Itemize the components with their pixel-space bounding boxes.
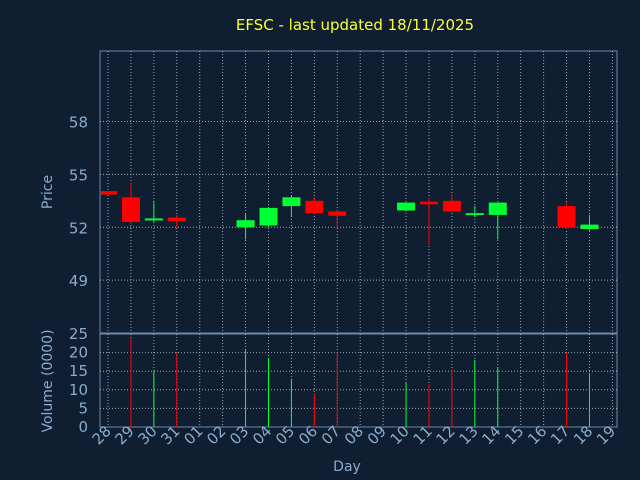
candle [144, 200, 163, 222]
price-tick-label: 52 [69, 219, 88, 237]
candle [465, 206, 484, 217]
candle-body [236, 220, 255, 228]
candle [557, 202, 576, 230]
candle [282, 195, 301, 217]
volume-axis-label: Volume (0000) [40, 329, 56, 432]
candle-body [144, 218, 163, 221]
x-axis-label: Day [333, 459, 361, 475]
volume-tick-label: 15 [69, 362, 88, 380]
candle-body [419, 201, 438, 205]
candle [580, 214, 599, 231]
candle-body [305, 200, 324, 214]
candle [305, 197, 324, 214]
price-tick-label: 58 [69, 114, 88, 132]
price-panel-frame [99, 50, 618, 334]
candle-body [259, 207, 278, 226]
volume-grid [100, 334, 617, 427]
candle-body [488, 202, 507, 215]
candle-body [442, 200, 461, 212]
candle [488, 202, 507, 240]
volume-panel-frame [99, 333, 618, 428]
volume-tick-label: 0 [78, 418, 88, 436]
price-tick-label: 49 [69, 272, 88, 290]
candle-body [397, 202, 416, 211]
candle-body [557, 206, 576, 228]
volume-tick-label: 25 [69, 325, 88, 343]
volume-bars [130, 337, 590, 427]
candle [259, 207, 278, 228]
volume-tick-label: 10 [69, 381, 88, 399]
candle-body [465, 213, 484, 216]
volume-tick-label: 5 [78, 399, 88, 417]
candle-body [328, 211, 347, 216]
candle-body [580, 224, 599, 230]
candle-body [101, 191, 117, 195]
candle [121, 183, 140, 224]
price-tick-label: 55 [69, 166, 88, 184]
candle [419, 197, 438, 245]
candle-body [121, 197, 140, 222]
candle [442, 193, 461, 212]
candle [167, 214, 186, 228]
candle [236, 213, 255, 240]
candle [101, 191, 117, 195]
volume-tick-label: 20 [69, 344, 88, 362]
chart-title: EFSC - last updated 18/11/2025 [236, 16, 474, 34]
price-y-axis: 49 52 55 58 [69, 114, 88, 291]
day-axis: 2829303101020304050607080910111213141516… [89, 422, 620, 448]
price-panel: 49 52 55 58 Price [40, 50, 618, 334]
candles [101, 183, 599, 245]
price-axis-label: Price [40, 175, 56, 209]
candle [328, 209, 347, 228]
candle-body [282, 197, 301, 207]
candle [397, 202, 416, 212]
candle-body [167, 217, 186, 222]
